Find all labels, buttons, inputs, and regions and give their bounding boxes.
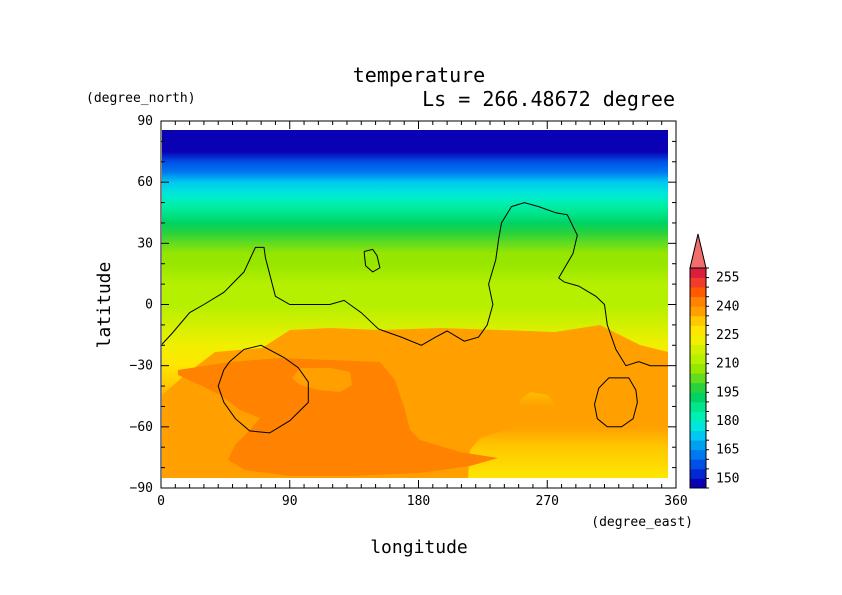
heatmap-field (162, 130, 668, 478)
hot-region-southern (178, 358, 498, 476)
contour-line-0 (162, 202, 668, 367)
colorbar-swatch (690, 430, 706, 441)
colorbar-swatch (690, 296, 706, 307)
colorbar-frame (689, 267, 707, 489)
y-tick-label: −60 (130, 420, 153, 435)
colorbar-label: 255 (716, 271, 739, 286)
contour-line-1 (363, 248, 381, 273)
colorbar-swatch (690, 411, 706, 422)
colorbar-label: 165 (716, 443, 739, 458)
colorbar-swatch (690, 277, 706, 288)
colorbar-label: 195 (716, 385, 739, 400)
colorbar-label: 210 (716, 357, 739, 372)
x-axis-label: longitude (370, 537, 468, 558)
y-unit-label: (degree_north) (86, 91, 196, 106)
hot-core-notch (292, 368, 352, 392)
colorbar: 255 240 225 210 195 180 165 150 (689, 233, 739, 489)
colorbar-swatch (690, 268, 706, 278)
colorbar-swatch (690, 325, 706, 336)
colorbar-label: 225 (716, 328, 739, 343)
y-tick-label: 90 (137, 114, 153, 129)
x-tick-label: 90 (282, 494, 298, 509)
colorbar-label: 240 (716, 299, 739, 314)
colorbar-swatch (690, 468, 706, 479)
x-axis-ticks: 0 90 180 270 360 (157, 121, 688, 509)
contour-line-3 (593, 377, 638, 428)
y-axis-label: latitude (94, 262, 115, 349)
colorbar-swatch (690, 315, 706, 326)
x-tick-label: 360 (664, 494, 687, 509)
colorbar-swatch (690, 478, 706, 489)
x-tick-label: 270 (536, 494, 559, 509)
colorbar-swatch (690, 344, 706, 355)
y-tick-label: 30 (137, 236, 153, 251)
colorbar-label: 180 (716, 414, 739, 429)
colorbar-label: 150 (716, 471, 739, 486)
y-axis-ticks: 90 60 30 0 −30 −60 −90 (130, 114, 676, 496)
y-tick-label: −90 (130, 481, 153, 496)
chart-title: temperature (353, 63, 485, 87)
colorbar-swatch (690, 334, 706, 345)
colorbar-swatch (690, 392, 706, 403)
x-tick-label: 180 (407, 494, 430, 509)
contour-line-2 (217, 344, 309, 434)
colorbar-swatch (690, 459, 706, 470)
y-tick-label: 60 (137, 175, 153, 190)
colorbar-swatch (690, 401, 706, 412)
chart-subtitle: Ls = 266.48672 degree (422, 87, 675, 111)
colorbar-swatch (690, 440, 706, 451)
y-tick-label: 0 (145, 298, 153, 313)
x-unit-label: (degree_east) (591, 515, 693, 530)
colorbar-swatch (690, 449, 706, 460)
colorbar-swatch (690, 354, 706, 365)
contour-lines (162, 202, 668, 434)
x-tick-label: 0 (157, 494, 165, 509)
colorbar-swatch (690, 287, 706, 298)
colorbar-overflow-arrow (689, 233, 707, 269)
colorbar-swatch (690, 382, 706, 393)
colorbar-swatch (690, 363, 706, 374)
colorbar-swatch (690, 306, 706, 317)
y-tick-label: −30 (130, 359, 153, 374)
colorbar-swatch (690, 421, 706, 432)
colorbar-swatch (690, 373, 706, 384)
